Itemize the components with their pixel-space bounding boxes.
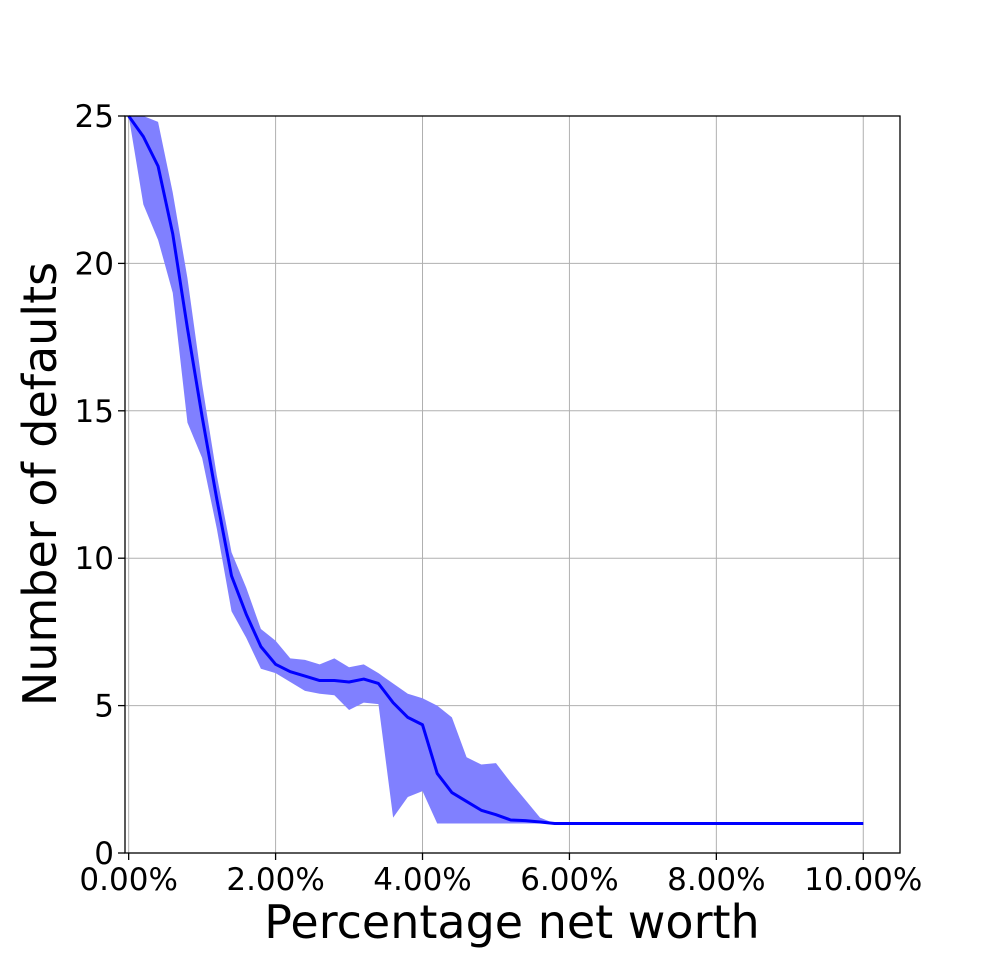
mean-line-layer: [127, 115, 864, 826]
x-tick-label: 6.00%: [520, 862, 618, 898]
y-axis-title: Number of defaults: [13, 262, 67, 706]
plot-area: [125, 116, 900, 853]
x-tick-label: 10.00%: [804, 862, 922, 898]
x-axis-title: Percentage net worth: [264, 895, 759, 949]
x-axis-ticks: 0.00% 2.00% 4.00% 6.00% 8.00% 10.00%: [79, 853, 922, 898]
x-tick-label: 8.00%: [667, 862, 765, 898]
x-tick-label: 4.00%: [373, 862, 471, 898]
y-tick-label: 25: [75, 99, 114, 135]
x-tick-label: 0.00%: [79, 862, 177, 898]
y-tick-label: 5: [94, 689, 114, 725]
mean-defaults-line: [127, 115, 864, 826]
y-tick-label: 0: [94, 836, 114, 872]
plot-frame: [124, 115, 901, 854]
y-tick-label: 20: [75, 246, 114, 282]
y-tick-label: 10: [75, 541, 114, 577]
x-tick-label: 2.00%: [226, 862, 324, 898]
y-axis-ticks: 0 5 10 15 20 25: [75, 99, 125, 872]
y-tick-label: 15: [75, 394, 114, 430]
